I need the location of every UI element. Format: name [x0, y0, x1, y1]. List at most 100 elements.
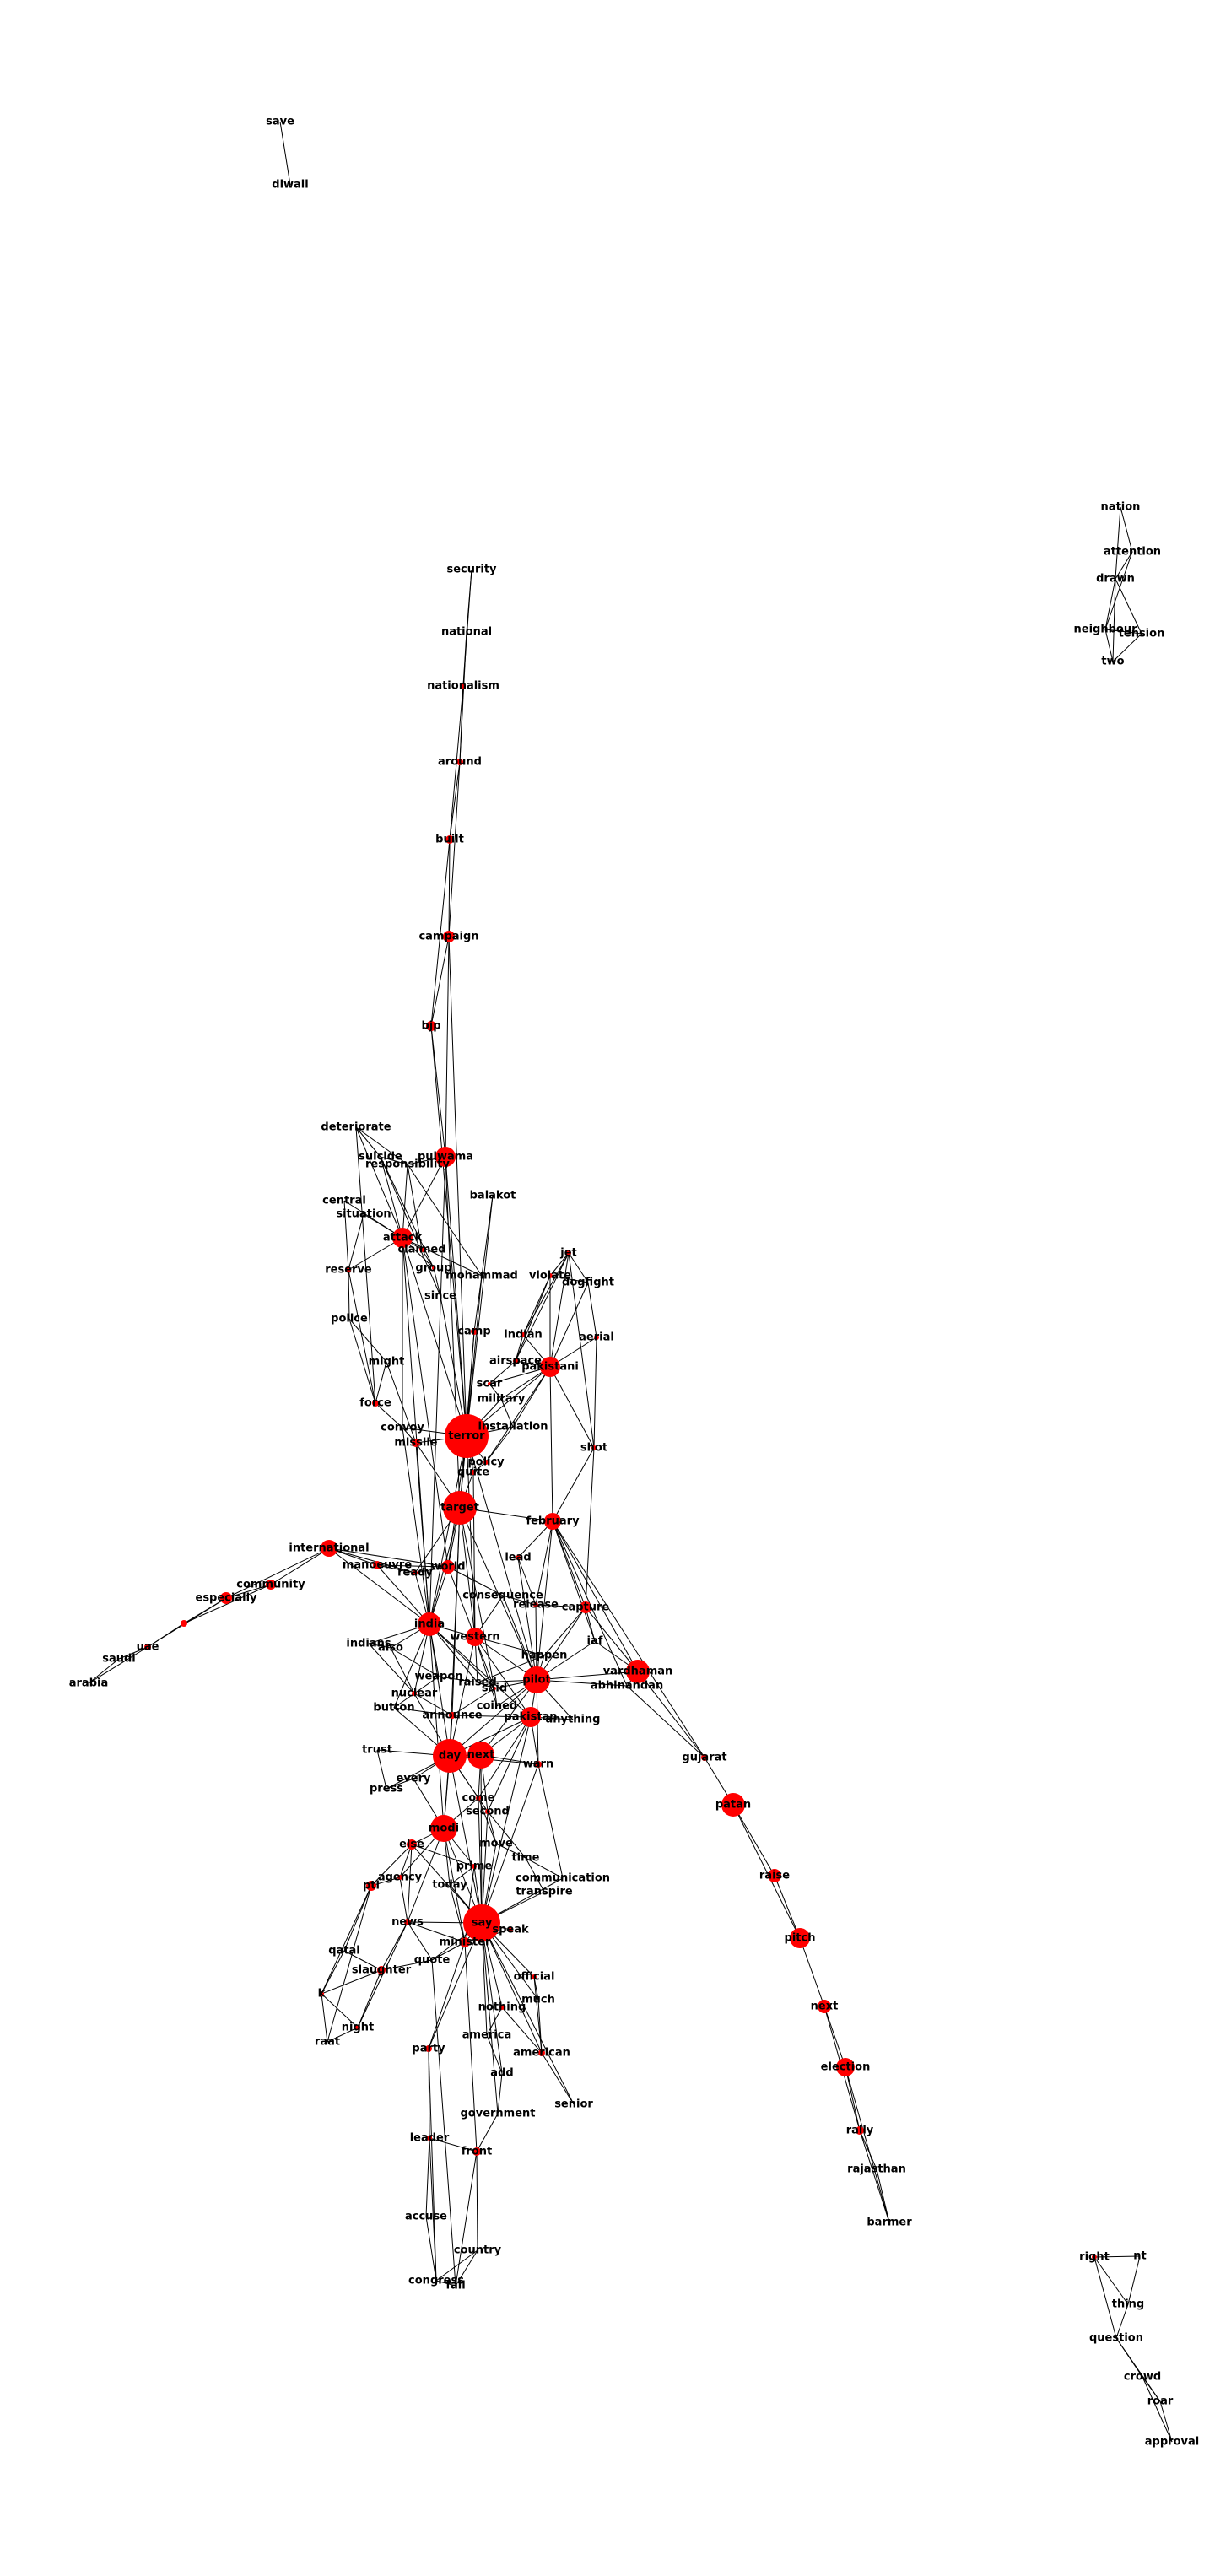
node-party	[425, 2045, 432, 2052]
node-label-pitch: pitch	[785, 1932, 816, 1945]
node-label-saudi: saudi	[102, 1653, 136, 1666]
node-next	[467, 1742, 494, 1769]
node-label-bjp: bjp	[421, 1020, 440, 1033]
node-label-come: come	[462, 1792, 495, 1805]
edge-else-agency	[399, 1844, 413, 1878]
node-label-roar: roar	[1147, 2395, 1174, 2408]
node-speak	[508, 1927, 513, 1932]
edge-pakistan-second	[487, 1716, 532, 1812]
edge-nuclear-announce	[413, 1693, 453, 1716]
node-label-move: move	[479, 1838, 513, 1850]
node-else	[407, 1839, 417, 1850]
node-violate	[548, 1273, 553, 1278]
edge-western-pakistan	[474, 1636, 532, 1718]
edge-tension-two	[1112, 633, 1142, 662]
node-attack	[392, 1228, 413, 1248]
edge-india-day	[429, 1623, 451, 1757]
node-ps	[366, 1881, 376, 1891]
edge-drawn-two	[1112, 578, 1116, 662]
edge-nexts-election	[823, 2006, 846, 2068]
node-label-quote: quote	[414, 1954, 451, 1967]
edge-airspace-scar	[489, 1360, 516, 1385]
edge-pakistan-say	[481, 1716, 532, 1924]
node-shot	[591, 1445, 597, 1450]
edge-february-iaf	[552, 1520, 596, 1642]
edge-front-leader	[429, 2137, 478, 2152]
edge-second-say	[481, 1811, 489, 1924]
edge-reserve-police	[348, 1269, 350, 1320]
node-label-election: election	[821, 2061, 871, 2074]
edge-government-front	[476, 2113, 499, 2152]
edge-attack-world	[402, 1237, 449, 1568]
edge-shot-capture	[585, 1447, 595, 1608]
edge-congress-fail	[435, 2280, 456, 2287]
node-right	[1092, 2255, 1097, 2260]
node-label-fail: fail	[445, 2280, 465, 2292]
node-label-thing: thing	[1112, 2298, 1145, 2311]
node-label-announce: announce	[422, 1709, 482, 1722]
edge-nation-drawn	[1115, 506, 1121, 580]
node-pakistan	[521, 1707, 541, 1727]
edge-missile-india	[415, 1442, 430, 1625]
node-label-crowd: crowd	[1124, 2371, 1161, 2384]
edge-target-said	[459, 1507, 495, 1689]
edge-capture-pilot	[536, 1607, 586, 1681]
node-minister	[460, 1937, 470, 1947]
edge-capture-vardhaman	[585, 1607, 639, 1672]
edge-else-news	[407, 1844, 413, 1923]
edge-roar-approval	[1159, 2400, 1173, 2443]
edge-vardhaman-pilot	[536, 1671, 639, 1681]
edge-qatal-slaughter	[343, 1950, 382, 1971]
node-label-government: government	[460, 2108, 535, 2120]
edge-uae-arabia	[88, 1646, 148, 1684]
node-indian	[521, 1332, 526, 1337]
node-label-weapon: weapon	[414, 1671, 462, 1683]
node-label-rajasthan: rajasthan	[847, 2163, 906, 2176]
edge-police-force	[348, 1318, 376, 1404]
edge-say-america	[481, 1922, 488, 2036]
node-label-nationalism: nationalism	[427, 680, 499, 693]
node-claimed	[419, 1247, 424, 1252]
edge-layer	[88, 121, 1173, 2443]
edge-pakistani-installation	[512, 1366, 551, 1428]
edge-ps-raat	[327, 1885, 372, 2043]
node-label-front: front	[462, 2146, 492, 2158]
edge-terror-pilot	[466, 1435, 537, 1681]
node-label-every: every	[397, 1773, 432, 1785]
node-label-indians: indians	[346, 1638, 391, 1650]
node-label-group: group	[415, 1262, 451, 1275]
node-news	[404, 1919, 411, 1925]
node-nationalism	[461, 683, 466, 689]
edge-pulwama-india	[429, 1156, 446, 1625]
node-label-installation: installation	[478, 1421, 548, 1434]
node-label-qatal: qatal	[328, 1945, 360, 1958]
edge-february-pilot	[536, 1520, 553, 1681]
edge-said-coined	[494, 1688, 498, 1707]
edge-international-manoeuvre	[328, 1547, 378, 1566]
node-label-drawn: drawn	[1096, 573, 1135, 586]
node-label-else: else	[399, 1839, 424, 1851]
edge-night-raat	[327, 2027, 359, 2043]
edge-reserve-attack	[348, 1237, 403, 1271]
edge-agency-news	[399, 1877, 408, 1923]
node-pilot	[523, 1666, 550, 1693]
node-label-iaf: iaf	[587, 1635, 603, 1648]
edge-party-congress	[428, 2048, 437, 2282]
edge-jet-dogfight	[568, 1252, 589, 1283]
edge-terror-western	[466, 1435, 476, 1638]
edge-save-diwali	[279, 121, 291, 186]
edge-violate-indian	[522, 1275, 551, 1336]
node-label-world: world	[430, 1561, 465, 1574]
edge-indians-nuclear	[368, 1643, 415, 1694]
edge-minister-quote	[431, 1941, 466, 1961]
edge-happen-raised	[477, 1655, 545, 1683]
edge-installation-policy	[485, 1426, 514, 1463]
edge-front-country	[476, 2151, 478, 2251]
node-label-around: around	[438, 756, 482, 769]
node-label-national: national	[441, 626, 492, 639]
edge-attention-neighbour	[1104, 551, 1133, 630]
edge-k-night	[321, 1993, 359, 2028]
edge-slaughter-quote	[381, 1959, 433, 1971]
node-label-campaign: campaign	[418, 931, 478, 943]
